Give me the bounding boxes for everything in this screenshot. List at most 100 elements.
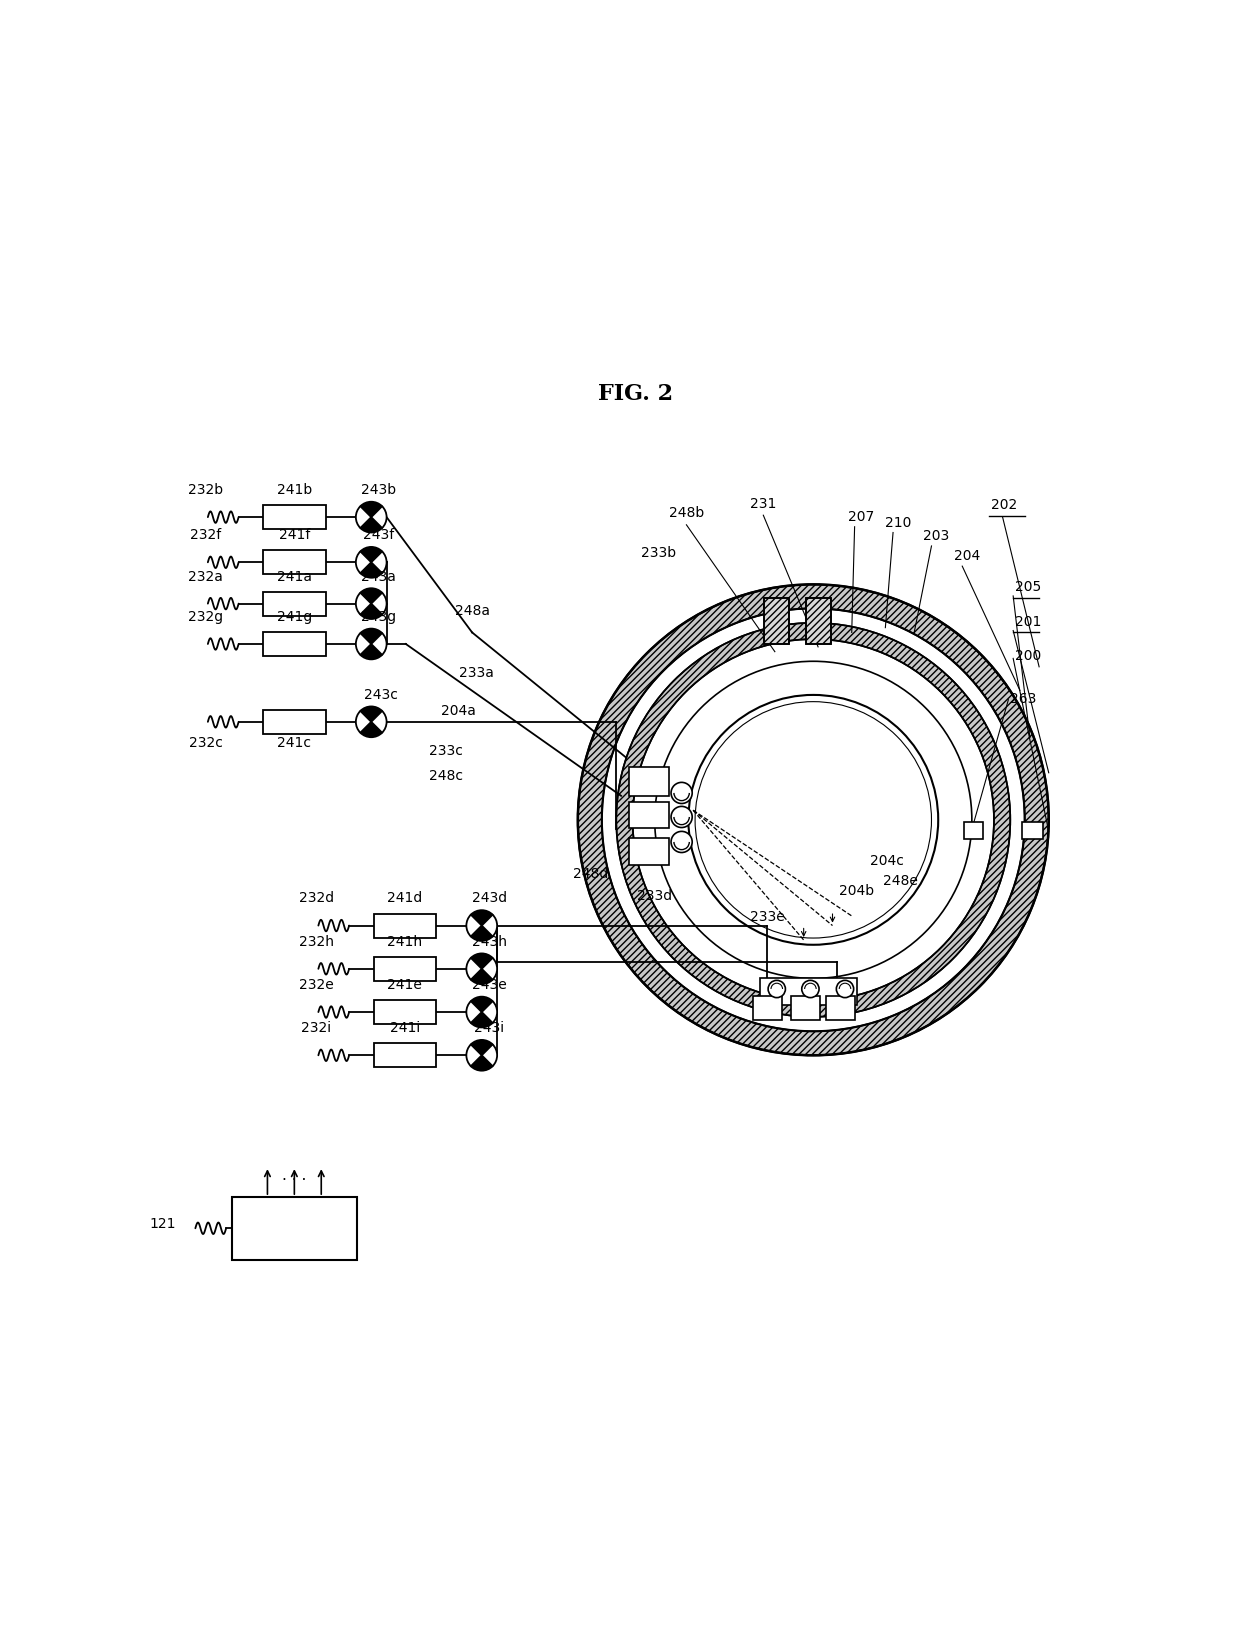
Text: 241d: 241d (387, 892, 423, 905)
Bar (764, 598, 789, 644)
Circle shape (356, 502, 387, 532)
Polygon shape (471, 968, 492, 985)
Polygon shape (361, 644, 382, 659)
Text: 248e: 248e (883, 874, 918, 889)
Bar (791, 996, 820, 1019)
Polygon shape (361, 517, 382, 532)
Circle shape (356, 629, 387, 659)
Circle shape (671, 831, 692, 852)
Text: 204: 204 (954, 550, 980, 563)
Bar (263, 710, 326, 733)
Circle shape (836, 980, 853, 998)
Bar (263, 506, 326, 529)
Circle shape (466, 953, 497, 985)
Text: 241f: 241f (279, 529, 310, 542)
Text: 232f: 232f (190, 529, 222, 542)
Bar (373, 999, 436, 1024)
Polygon shape (471, 1013, 492, 1028)
Text: 243c: 243c (363, 687, 398, 702)
Polygon shape (361, 562, 382, 578)
Polygon shape (361, 629, 382, 644)
Text: 204b: 204b (839, 884, 874, 897)
Circle shape (802, 980, 820, 998)
Circle shape (356, 547, 387, 578)
Bar (373, 957, 436, 981)
Text: 204c: 204c (870, 854, 904, 867)
Bar (965, 821, 983, 839)
Polygon shape (471, 910, 492, 925)
Text: 233c: 233c (429, 745, 463, 758)
Text: 241b: 241b (277, 482, 312, 497)
Text: 204a: 204a (441, 704, 476, 719)
Bar (629, 838, 670, 866)
Polygon shape (361, 707, 382, 722)
Polygon shape (361, 547, 382, 562)
Circle shape (768, 980, 785, 998)
Polygon shape (471, 953, 492, 968)
Polygon shape (471, 1056, 492, 1070)
Circle shape (671, 783, 692, 803)
Text: 243d: 243d (472, 892, 507, 905)
Circle shape (601, 608, 1024, 1031)
Text: 210: 210 (884, 515, 911, 530)
Text: 232g: 232g (188, 610, 223, 624)
Text: 233a: 233a (460, 666, 495, 679)
Bar (806, 598, 831, 644)
Bar (629, 801, 670, 829)
Text: 203: 203 (923, 529, 950, 544)
Text: 241h: 241h (387, 935, 423, 948)
Circle shape (356, 707, 387, 737)
Circle shape (671, 806, 692, 828)
Text: 233d: 233d (637, 889, 672, 902)
Text: 207: 207 (848, 510, 874, 524)
Text: 232d: 232d (299, 892, 334, 905)
Bar (753, 996, 781, 1019)
Bar (373, 1044, 436, 1067)
Polygon shape (471, 925, 492, 942)
Text: 241i: 241i (389, 1021, 420, 1036)
Bar (760, 978, 857, 1006)
Text: 263: 263 (1011, 692, 1037, 705)
Text: 202: 202 (991, 499, 1017, 512)
Bar (232, 1198, 357, 1259)
Text: 231: 231 (750, 497, 776, 510)
Polygon shape (471, 996, 492, 1013)
Bar (373, 914, 436, 938)
Bar (826, 996, 854, 1019)
Text: 241e: 241e (387, 978, 423, 991)
Text: 232h: 232h (299, 935, 334, 948)
Wedge shape (616, 623, 1011, 1018)
Bar (629, 767, 670, 796)
Text: 243e: 243e (472, 978, 507, 991)
Text: 205: 205 (1016, 580, 1042, 595)
Text: 243f: 243f (363, 529, 394, 542)
Text: 232b: 232b (188, 482, 223, 497)
Bar (263, 633, 326, 656)
Circle shape (466, 910, 497, 942)
Polygon shape (471, 1039, 492, 1056)
Text: 233e: 233e (750, 910, 785, 923)
Bar (263, 550, 326, 575)
Text: FIG. 2: FIG. 2 (598, 383, 673, 405)
Text: 200: 200 (1016, 649, 1042, 664)
Bar (263, 591, 326, 616)
Circle shape (466, 1039, 497, 1070)
Text: 241c: 241c (278, 735, 311, 750)
Polygon shape (361, 502, 382, 517)
Polygon shape (361, 603, 382, 620)
Text: 232c: 232c (188, 735, 223, 750)
Text: 241g: 241g (277, 610, 312, 624)
Text: 243a: 243a (362, 570, 397, 583)
Text: 241a: 241a (277, 570, 311, 583)
Circle shape (356, 588, 387, 620)
Text: 243i: 243i (475, 1021, 505, 1036)
Polygon shape (361, 588, 382, 603)
Text: 248c: 248c (429, 770, 464, 783)
Text: . . .: . . . (283, 1168, 306, 1183)
Text: 243g: 243g (361, 610, 397, 624)
Polygon shape (361, 722, 382, 737)
Wedge shape (578, 585, 1049, 1056)
Bar (764, 598, 789, 644)
Text: 232i: 232i (301, 1021, 331, 1036)
Bar (1022, 821, 1043, 839)
